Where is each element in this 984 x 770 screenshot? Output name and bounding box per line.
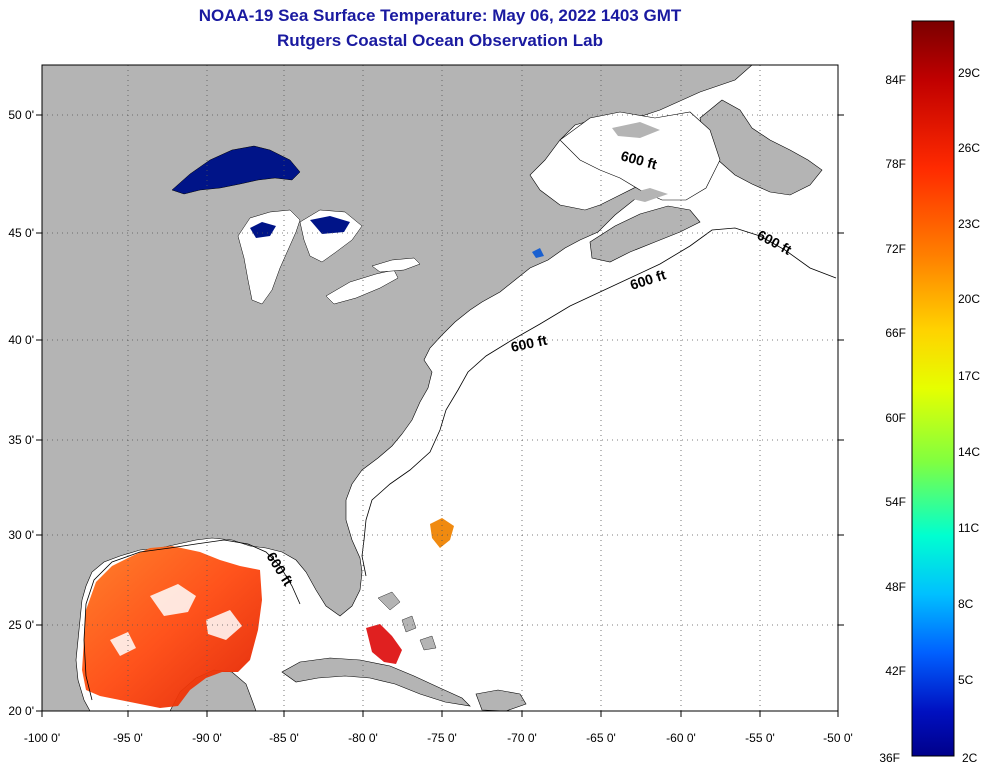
colorbar-label-f: 54F bbox=[885, 495, 906, 509]
lon-label: -60 0' bbox=[666, 731, 696, 745]
colorbar-label-f: 66F bbox=[885, 326, 906, 340]
lake-huron-ice-2 bbox=[310, 216, 350, 234]
chart-title: NOAA-19 Sea Surface Temperature: May 06,… bbox=[198, 6, 682, 25]
lon-label: -50 0' bbox=[823, 731, 853, 745]
lat-label: 40 0' bbox=[8, 333, 34, 347]
lake-huron-ice bbox=[250, 222, 276, 238]
gulf-cloud-gap bbox=[110, 584, 242, 656]
colorbar-label-c: 23C bbox=[958, 217, 980, 231]
land-bahamas bbox=[377, 591, 437, 651]
colorbar-label-f: 60F bbox=[885, 411, 906, 425]
lat-label: 20 0' bbox=[8, 704, 34, 718]
lon-label: -85 0' bbox=[269, 731, 299, 745]
land-hispaniola bbox=[475, 689, 527, 711]
lon-label: -95 0' bbox=[113, 731, 143, 745]
lat-label: 45 0' bbox=[8, 226, 34, 240]
lon-label: -90 0' bbox=[192, 731, 222, 745]
colorbar-label-c: 20C bbox=[958, 292, 980, 306]
lon-label: -70 0' bbox=[507, 731, 537, 745]
chart-subtitle: Rutgers Coastal Ocean Observation Lab bbox=[277, 31, 603, 50]
colorbar-label-f: 72F bbox=[885, 242, 906, 256]
map-frame bbox=[41, 64, 839, 712]
land-newfoundland bbox=[699, 99, 823, 196]
color-bar bbox=[911, 20, 955, 757]
lon-label: -75 0' bbox=[427, 731, 457, 745]
colorbar-label-f: 48F bbox=[885, 580, 906, 594]
lat-label: 50 0' bbox=[8, 108, 34, 122]
frame-ticks bbox=[36, 114, 844, 717]
lake-erie bbox=[325, 269, 399, 305]
isobath-600ft bbox=[361, 227, 837, 577]
lon-label: -80 0' bbox=[348, 731, 378, 745]
colorbar-label-c: 14C bbox=[958, 445, 980, 459]
lon-label: -55 0' bbox=[745, 731, 775, 745]
land-cuba bbox=[281, 657, 471, 707]
bahamas-sst-patch bbox=[366, 624, 402, 664]
colorbar-label-f: 42F bbox=[885, 664, 906, 678]
colorbar-label-f: 84F bbox=[885, 73, 906, 87]
gulf-of-maine-sst bbox=[532, 248, 544, 258]
gulf-st-lawrence bbox=[559, 111, 721, 201]
latitude-labels: 50 0' 45 0' 40 0' 35 0' 30 0' 25 0' 20 0… bbox=[8, 108, 34, 718]
colorbar-label-c: 2C bbox=[962, 751, 978, 765]
lake-superior bbox=[171, 145, 301, 195]
land-nova-scotia bbox=[589, 205, 701, 263]
land-pei bbox=[620, 188, 668, 202]
longitude-labels: -100 0' -95 0' -90 0' -85 0' -80 0' -75 … bbox=[24, 731, 853, 745]
celsius-labels: 29C 26C 23C 20C 17C 14C 11C 8C 5C 2C bbox=[958, 66, 980, 765]
colorbar-label-c: 11C bbox=[958, 521, 979, 535]
lat-label: 25 0' bbox=[8, 618, 34, 632]
colorbar-label-c: 17C bbox=[958, 369, 980, 383]
offshore-sst-patch bbox=[430, 518, 454, 548]
contour-label: 600 ft bbox=[509, 332, 548, 355]
lat-label: 35 0' bbox=[8, 433, 34, 447]
lon-label: -100 0' bbox=[24, 731, 60, 745]
isobath-600ft-gulf bbox=[83, 539, 301, 701]
colorbar-label-f: 36F bbox=[879, 751, 900, 765]
colorbar-label-c: 26C bbox=[958, 141, 980, 155]
fahrenheit-labels: 84F 78F 72F 66F 60F 54F 48F 42F 36F bbox=[879, 73, 906, 765]
colorbar-label-c: 29C bbox=[958, 66, 980, 80]
colorbar-label-c: 8C bbox=[958, 597, 974, 611]
lake-ontario bbox=[371, 257, 421, 273]
colorbar-label-c: 5C bbox=[958, 673, 974, 687]
gulf-sst-patch bbox=[82, 546, 262, 708]
colorbar-label-f: 78F bbox=[885, 157, 906, 171]
land-anticosti bbox=[612, 122, 660, 138]
lon-label: -65 0' bbox=[586, 731, 616, 745]
lat-label: 30 0' bbox=[8, 528, 34, 542]
